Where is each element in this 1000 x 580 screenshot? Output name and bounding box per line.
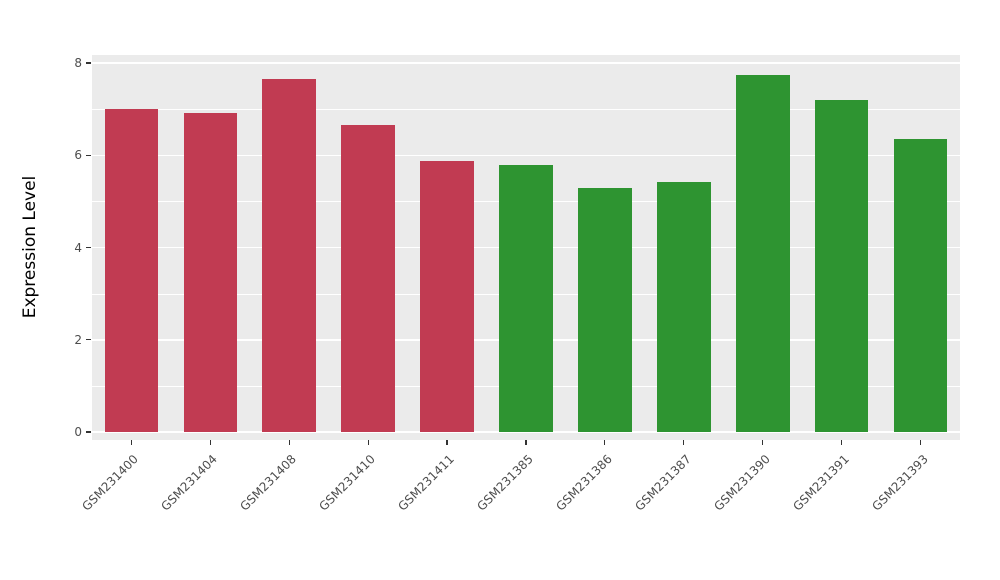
x-tick-mark <box>209 440 211 445</box>
x-tick-mark <box>130 440 133 445</box>
major-gridline <box>92 431 960 433</box>
bar-GSM231408 <box>262 79 317 432</box>
y-tick-label: 0 <box>74 425 82 439</box>
bar-GSM231391 <box>814 99 869 432</box>
bar-GSM231386 <box>578 188 632 432</box>
plot-panel <box>92 55 960 440</box>
y-tick-mark <box>86 154 91 156</box>
minor-gridline <box>92 109 960 110</box>
x-tick-mark <box>762 440 764 445</box>
bar-GSM231410 <box>341 125 395 432</box>
y-tick-label: 4 <box>74 240 82 255</box>
bar-GSM231404 <box>183 112 238 432</box>
x-tick-mark <box>446 440 448 445</box>
x-tick-mark <box>367 440 369 445</box>
bar-GSM231390 <box>735 74 790 432</box>
y-tick-label: 6 <box>74 148 82 163</box>
bar-GSM231393 <box>893 139 948 432</box>
bar-GSM231411 <box>420 161 474 432</box>
bar-GSM231385 <box>499 165 553 432</box>
major-gridline <box>92 154 960 156</box>
x-tick-mark <box>604 440 606 445</box>
x-tick-mark <box>288 440 290 445</box>
y-tick-mark <box>86 339 91 341</box>
y-tick-label: 2 <box>74 332 82 347</box>
x-tick-mark <box>841 440 843 445</box>
x-tick-mark <box>919 440 922 445</box>
y-tick-mark <box>86 431 91 433</box>
x-tick-mark <box>683 440 685 445</box>
y-axis-title: Expression Level <box>20 175 40 319</box>
y-tick-label: 8 <box>74 56 82 70</box>
y-tick-mark <box>86 246 91 249</box>
y-tick-mark <box>86 62 91 64</box>
bar-GSM231400 <box>104 109 159 432</box>
major-gridline <box>92 62 960 64</box>
x-tick-mark <box>525 440 527 445</box>
bar-GSM231387 <box>656 181 711 432</box>
